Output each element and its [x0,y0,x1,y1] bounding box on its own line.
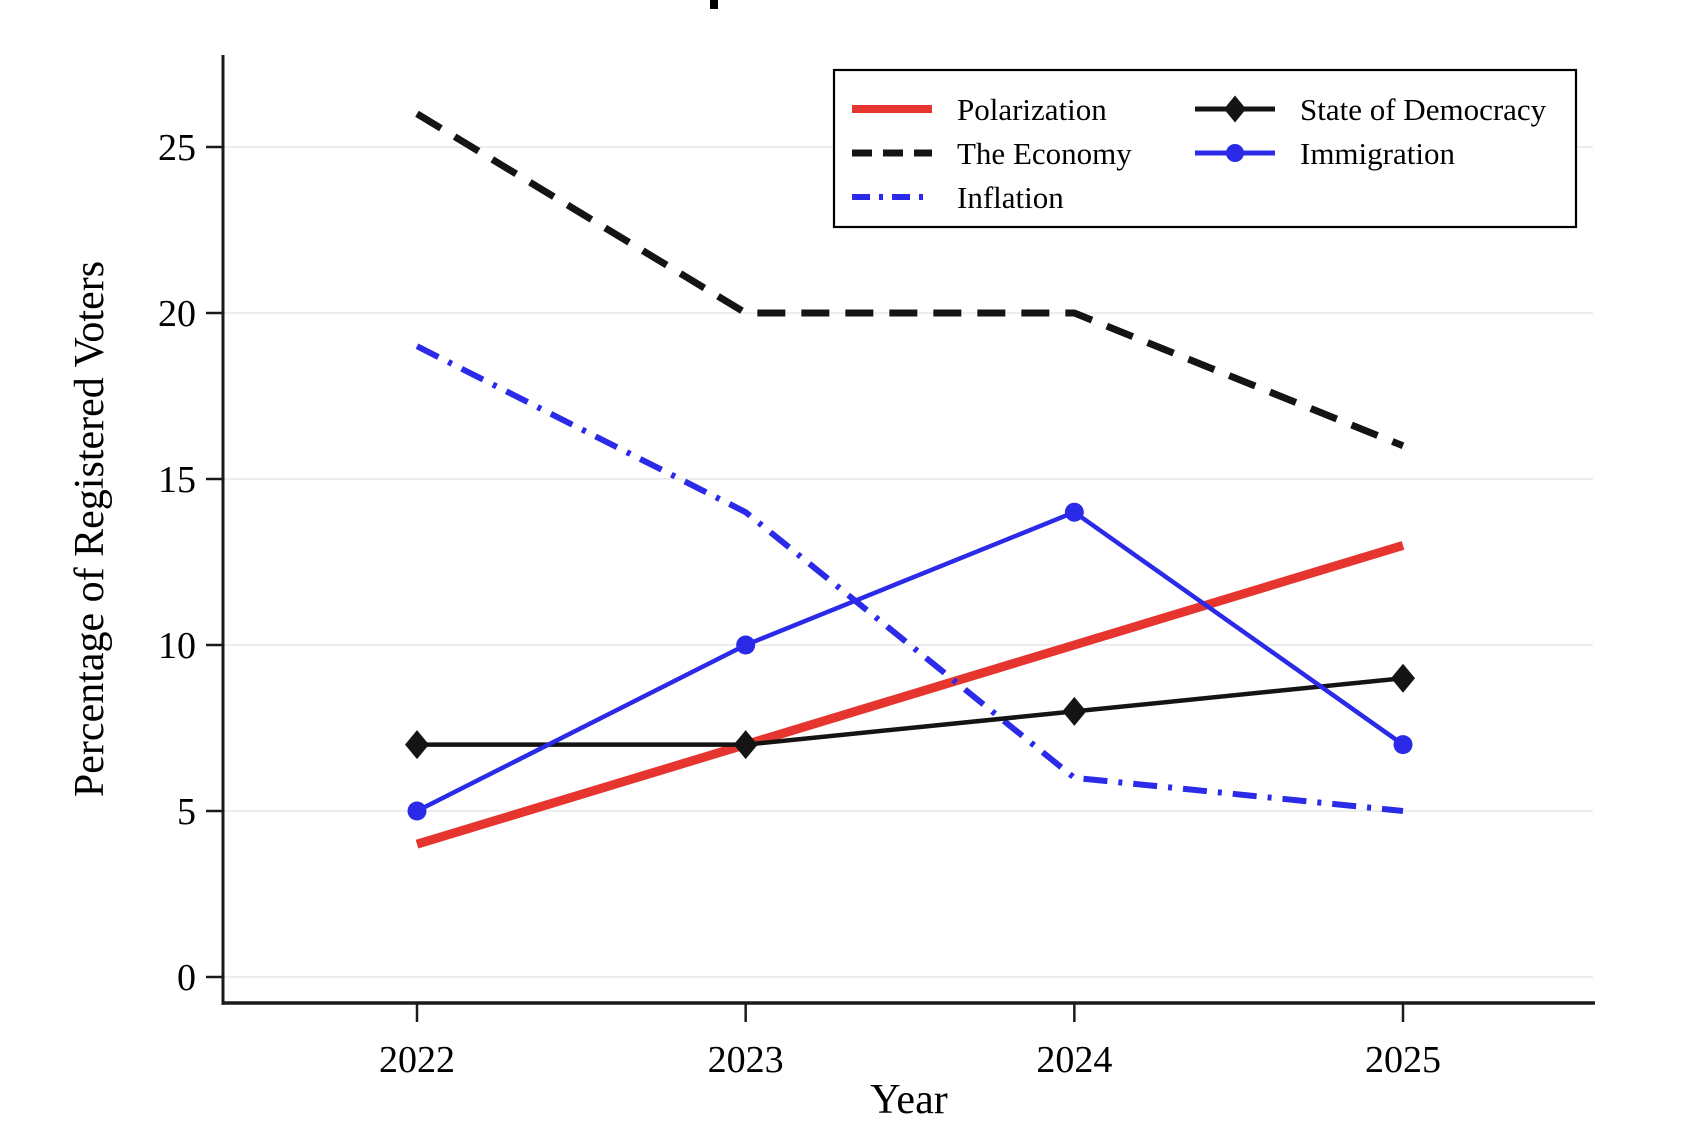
series-line-immigration [415,509,1405,814]
legend: Polarization The Economy Inflation State of… [832,68,1578,229]
series-marker-circle [736,635,756,655]
legend-marker-diamond [1224,95,1246,123]
x-axis-title: Year [870,1077,947,1123]
y-tick-label: 0 [177,957,196,999]
series-lines [415,110,1405,849]
x-tick-label: 2022 [379,1039,455,1081]
series-marker-diamond [1062,696,1087,726]
series-line-state-of-democracy [417,675,1404,747]
axes [221,55,1595,1005]
legend-label-polarization: Polarization [957,92,1107,127]
legend-label-inflation: Inflation [957,180,1064,215]
x-tick-group: 2022 2023 2024 2025 [379,1004,1441,1081]
legend-box [832,68,1578,229]
series-marker-circle [1064,502,1084,522]
y-tick-label: 10 [158,625,196,667]
cropped-title-fragment [710,0,718,9]
x-tick-label: 2025 [1365,1039,1441,1081]
series-marker-circle [407,801,427,821]
series-markers [405,502,1416,821]
legend-label-the-economy: The Economy [957,136,1132,171]
legend-label-immigration: Immigration [1300,136,1455,171]
series-marker-diamond [733,730,758,760]
series-marker-circle [1393,735,1413,755]
series-line-inflation [415,343,1404,814]
legend-label-state-of-democracy: State of Democracy [1300,92,1547,127]
series-marker-diamond [405,730,429,760]
y-tick-label: 5 [177,791,196,833]
series-line-the-economy [415,110,1405,450]
series-marker-diamond [1391,663,1416,693]
gridlines [224,146,1593,978]
y-tick-label: 20 [158,293,196,335]
x-tick-label: 2024 [1036,1039,1112,1081]
y-axis-title: Percentage of Registered Voters [67,261,113,797]
series-line-polarization [415,541,1405,849]
y-tick-group: 0 5 10 15 20 25 [158,127,222,999]
y-tick-label: 25 [158,127,196,169]
y-tick-label: 15 [158,459,196,501]
x-tick-label: 2023 [708,1039,784,1081]
legend-marker-circle [1226,144,1244,162]
